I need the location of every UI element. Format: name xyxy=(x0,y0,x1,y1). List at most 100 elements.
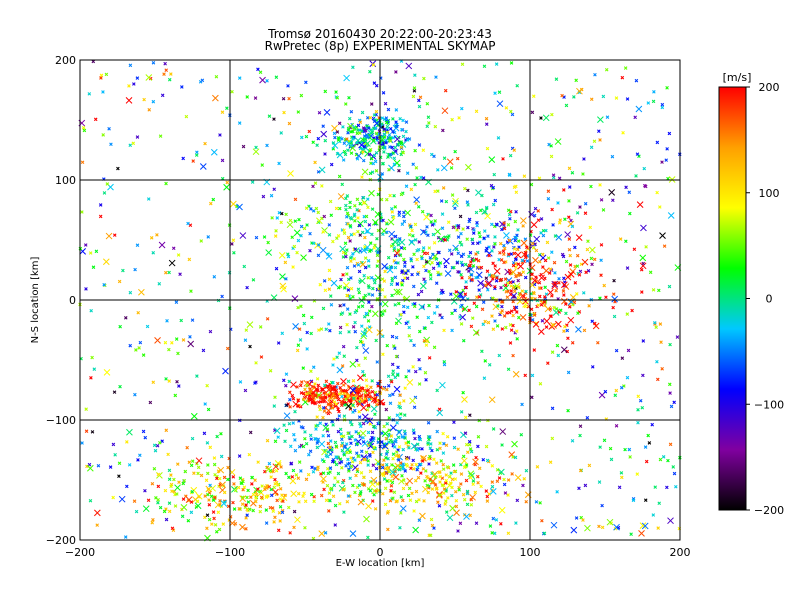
scatter-point xyxy=(375,253,380,258)
scatter-point xyxy=(315,423,320,428)
scatter-point xyxy=(274,229,278,233)
scatter-point xyxy=(394,462,402,470)
scatter-point xyxy=(297,327,302,331)
scatter-point xyxy=(219,481,226,489)
chart-title: Tromsø 20160430 20:22:00-20:23:43 xyxy=(267,27,492,41)
scatter-point xyxy=(290,393,295,398)
scatter-point xyxy=(299,469,303,473)
scatter-point xyxy=(366,535,370,540)
scatter-point xyxy=(321,480,325,484)
scatter-point xyxy=(538,501,542,505)
scatter-point xyxy=(370,396,378,403)
scatter-point xyxy=(366,205,370,210)
scatter-point xyxy=(463,431,468,436)
scatter-point xyxy=(581,258,589,266)
scatter-point xyxy=(268,369,273,373)
scatter-point xyxy=(508,323,513,327)
scatter-point xyxy=(478,240,482,244)
scatter-point xyxy=(384,407,389,412)
scatter-point xyxy=(506,223,511,227)
scatter-point xyxy=(415,257,419,262)
scatter-point xyxy=(349,360,357,368)
scatter-point xyxy=(331,239,335,244)
scatter-point xyxy=(407,232,412,237)
scatter-point xyxy=(514,184,518,189)
scatter-point xyxy=(534,275,538,280)
scatter-point xyxy=(396,458,401,462)
scatter-point xyxy=(438,313,442,317)
scatter-point xyxy=(389,479,393,483)
scatter-point xyxy=(417,518,422,523)
scatter-point xyxy=(339,432,343,436)
scatter-point xyxy=(345,307,350,311)
scatter-point xyxy=(440,288,444,293)
scatter-point xyxy=(399,145,404,150)
scatter-point xyxy=(239,232,247,239)
scatter-point xyxy=(370,499,375,503)
scatter-point xyxy=(170,489,174,494)
scatter-point xyxy=(532,313,537,317)
scatter-point xyxy=(382,279,387,283)
scatter-point xyxy=(467,308,471,313)
scatter-point xyxy=(488,156,496,163)
scatter-point xyxy=(86,464,94,472)
scatter-point xyxy=(449,166,454,170)
scatter-point xyxy=(453,308,457,313)
scatter-point xyxy=(368,189,375,197)
scatter-point xyxy=(625,312,630,316)
scatter-point xyxy=(614,388,619,393)
scatter-point xyxy=(166,452,170,457)
scatter-point xyxy=(403,386,407,390)
scatter-point xyxy=(564,259,569,264)
scatter-point xyxy=(222,490,227,495)
scatter-point xyxy=(626,348,631,353)
scatter-point xyxy=(454,290,459,294)
scatter-point xyxy=(432,345,437,350)
scatter-point xyxy=(278,252,286,259)
scatter-point xyxy=(104,72,109,77)
scatter-point xyxy=(202,431,207,436)
scatter-point xyxy=(214,74,219,79)
scatter-point xyxy=(457,116,461,120)
scatter-point xyxy=(243,338,248,342)
scatter-point xyxy=(613,523,620,531)
scatter-point xyxy=(598,138,602,142)
scatter-point xyxy=(393,145,398,150)
scatter-point xyxy=(89,308,93,313)
scatter-point xyxy=(316,217,323,225)
scatter-point xyxy=(155,443,160,448)
scatter-point xyxy=(539,272,544,277)
scatter-point xyxy=(446,514,454,522)
scatter-point xyxy=(644,459,649,464)
scatter-point xyxy=(459,410,464,414)
scatter-point xyxy=(117,461,122,466)
scatter-point xyxy=(376,123,380,127)
scatter-point xyxy=(456,251,461,256)
scatter-point xyxy=(508,153,513,158)
y-tick-label: −100 xyxy=(46,414,76,427)
scatter-point xyxy=(393,375,398,380)
scatter-point xyxy=(409,338,413,343)
scatter-point xyxy=(286,252,290,256)
scatter-point xyxy=(277,161,281,166)
scatter-point xyxy=(363,235,367,240)
scatter-point xyxy=(291,265,295,269)
x-tick-label: 0 xyxy=(377,546,384,559)
scatter-point xyxy=(101,90,105,94)
scatter-point xyxy=(328,466,333,471)
scatter-point xyxy=(656,377,660,382)
scatter-point xyxy=(218,498,222,503)
scatter-point xyxy=(465,163,472,171)
scatter-point xyxy=(578,468,583,473)
scatter-point xyxy=(371,310,379,318)
scatter-point xyxy=(105,232,113,240)
scatter-point xyxy=(413,182,417,187)
scatter-point xyxy=(136,310,140,315)
scatter-point xyxy=(273,427,281,435)
scatter-point xyxy=(440,483,445,487)
scatter-point xyxy=(411,162,415,167)
scatter-point xyxy=(642,166,647,171)
scatter-point xyxy=(291,421,296,425)
scatter-point xyxy=(391,129,395,134)
scatter-point xyxy=(481,457,486,462)
